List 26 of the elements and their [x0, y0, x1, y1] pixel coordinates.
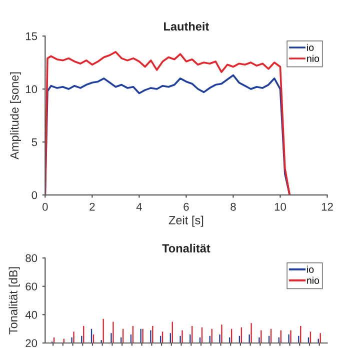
legend-label: io: [307, 44, 314, 51]
y-axis-title: Tonalität [dB]: [8, 267, 20, 334]
legend-label: io: [307, 266, 314, 273]
line-series: [45, 51, 291, 195]
x-tick-label: 12: [322, 202, 333, 211]
y-axis-title: Amplitude [sone]: [10, 72, 21, 160]
y-tick-label: 0: [32, 191, 38, 200]
y-tick-label: 15: [26, 32, 38, 40]
legend-label: nio: [307, 276, 320, 284]
x-tick-label: 0: [42, 202, 48, 211]
chart-title: Tonalität: [162, 244, 210, 253]
legend-label: nio: [307, 54, 320, 62]
x-axis-title: Zeit [s]: [168, 216, 204, 227]
y-tick-label: 40: [25, 310, 38, 319]
line-series: [45, 74, 291, 195]
y-tick-label: 80: [26, 254, 38, 262]
x-tick-label: 4: [136, 202, 142, 211]
x-tick-label: 6: [184, 202, 189, 211]
chart-title: Lautheit: [164, 22, 210, 31]
y-tick-label: 60: [26, 282, 38, 290]
y-tick-label: 5: [32, 138, 38, 146]
y-tick-label: 20: [26, 339, 38, 348]
y-tick-label: 10: [26, 85, 38, 94]
x-tick-label: 10: [274, 202, 286, 211]
x-tick-label: 2: [90, 202, 95, 211]
x-tick-label: 8: [230, 202, 236, 211]
